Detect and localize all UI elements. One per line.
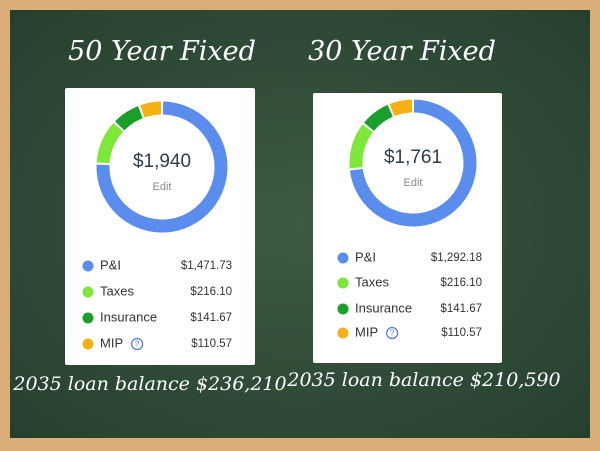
value-label: $110.57	[191, 338, 232, 350]
center-total: $1,761	[384, 147, 442, 168]
legend-label: MIP	[355, 324, 378, 339]
legend-dot	[337, 303, 349, 315]
chart-title: 30 Year Fixed	[308, 36, 496, 67]
legend-label: Insurance	[355, 300, 412, 315]
legend-dot	[337, 252, 349, 264]
legend-dot	[82, 312, 94, 324]
legend-label: Taxes	[355, 274, 389, 289]
value-label: $110.57	[441, 327, 482, 339]
value-label: $1,292.18	[431, 252, 482, 264]
value-label: $1,471.73	[181, 260, 232, 272]
footer-note: 2035 loan balance $236,210	[12, 373, 286, 395]
donut-segment	[140, 101, 162, 118]
value-label: $216.10	[440, 277, 482, 289]
card	[313, 93, 502, 363]
legend-label: MIP	[100, 335, 123, 350]
donut-segment	[349, 99, 477, 227]
legend-dot	[337, 327, 349, 339]
info-icon-text: ?	[390, 329, 395, 338]
legend-label: P&I	[355, 249, 376, 264]
donut-segment	[389, 99, 413, 117]
donut-segment	[115, 106, 144, 131]
info-icon	[386, 326, 399, 340]
center-edit: Edit	[404, 177, 423, 189]
value-label: $216.10	[190, 286, 232, 298]
center-edit: Edit	[153, 181, 172, 193]
legend-dot	[82, 338, 94, 350]
value-label: $141.67	[190, 312, 232, 324]
info-icon-text: ?	[135, 340, 140, 349]
donut-segment	[96, 101, 228, 233]
donut-segment	[349, 124, 374, 169]
legend-dot	[82, 260, 94, 272]
donut-segment	[363, 104, 394, 132]
value-label: $141.67	[440, 303, 482, 315]
donut-segment	[96, 123, 124, 164]
legend-label: P&I	[100, 257, 121, 272]
legend-label: Insurance	[100, 309, 157, 324]
footer-note: 2035 loan balance $210,590	[286, 369, 560, 391]
legend-dot	[337, 277, 349, 289]
legend-label: Taxes	[100, 283, 134, 298]
legend-dot	[82, 286, 94, 298]
chart-title: 50 Year Fixed	[68, 36, 256, 67]
info-icon	[131, 337, 144, 351]
center-total: $1,940	[133, 151, 191, 172]
